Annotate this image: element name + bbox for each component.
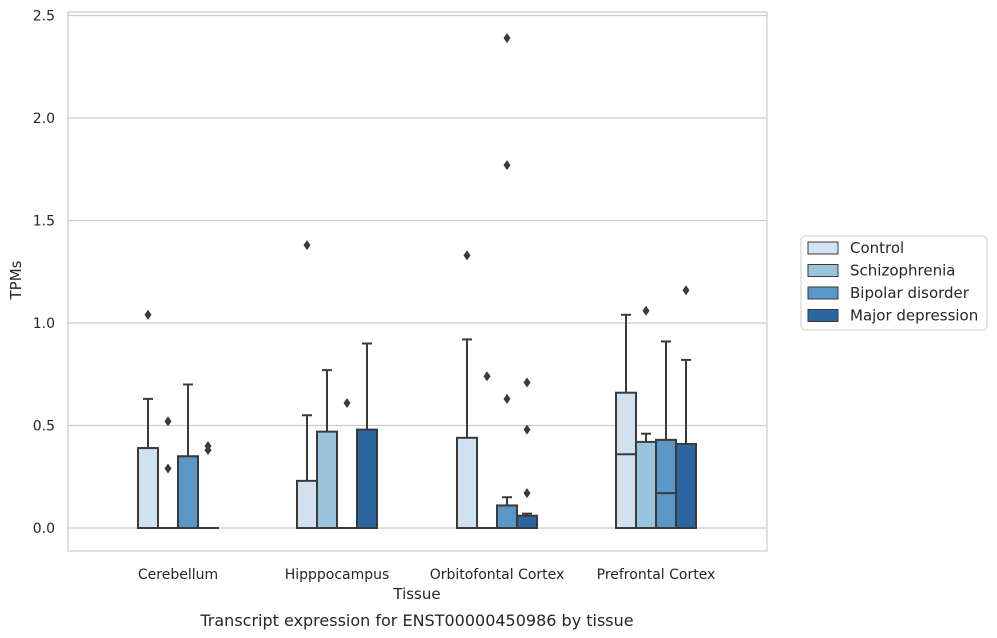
box-body xyxy=(675,442,697,530)
box-group xyxy=(356,342,378,530)
box-body xyxy=(456,436,478,529)
box-body xyxy=(635,440,657,529)
outlier-point xyxy=(523,488,531,499)
x-tick-label: Prefrontal Cortex xyxy=(597,567,716,583)
outlier-point xyxy=(682,285,690,296)
box-group xyxy=(316,369,338,529)
chart-caption: Transcript expression for ENST0000045098… xyxy=(199,611,633,630)
x-tick-label: Hipppocampus xyxy=(285,567,390,583)
outlier-point xyxy=(343,397,351,408)
legend-swatch xyxy=(807,241,839,255)
plot-frame xyxy=(67,11,768,552)
y-axis-title: TPMs xyxy=(7,260,25,300)
outlier-point xyxy=(523,377,531,388)
legend: Control Schizophrenia Bipolar disorder Majo… xyxy=(800,235,988,331)
x-tick-labels: Cerebellum Hipppocampus Orbitofontal Corte… xyxy=(138,567,715,583)
box-body xyxy=(516,514,538,530)
x-axis-title: Tissue xyxy=(392,585,440,603)
y-tick-label: 0.0 xyxy=(33,521,55,537)
legend-label: Bipolar disorder xyxy=(850,284,970,302)
y-tick-label: 1.0 xyxy=(33,316,55,332)
x-tick-label: Orbitofontal Cortex xyxy=(430,567,565,583)
y-tick-label: 0.5 xyxy=(33,419,55,435)
box-group xyxy=(496,33,518,530)
box-group xyxy=(675,285,697,530)
box-group xyxy=(476,371,498,530)
box-body xyxy=(137,447,159,529)
box-group xyxy=(655,340,677,530)
box-body xyxy=(655,438,677,530)
box-body xyxy=(615,391,637,530)
box-group xyxy=(516,377,538,530)
box-body xyxy=(177,455,199,529)
box-body xyxy=(316,430,338,529)
y-tick-labels: 0.0 0.5 1.0 1.5 2.0 2.5 xyxy=(33,9,55,538)
legend-label: Major depression xyxy=(850,307,978,325)
box-group xyxy=(177,383,199,529)
outlier-point xyxy=(642,305,650,316)
x-tick-label: Cerebellum xyxy=(138,567,218,583)
legend-box xyxy=(800,235,988,331)
box-body xyxy=(296,479,318,530)
y-tick-label: 1.5 xyxy=(33,214,55,230)
outlier-point xyxy=(523,424,531,435)
outlier-point xyxy=(164,416,172,427)
box-body xyxy=(356,428,378,530)
outlier-point xyxy=(503,160,511,171)
outlier-point xyxy=(164,463,172,474)
box-group xyxy=(635,305,657,529)
outlier-point xyxy=(503,393,511,404)
y-tick-label: 2.0 xyxy=(33,111,55,127)
outlier-point xyxy=(204,445,212,456)
boxes xyxy=(137,33,697,530)
box-body xyxy=(496,504,518,530)
box-group xyxy=(197,441,219,530)
legend-swatch xyxy=(807,286,839,300)
outlier-point xyxy=(144,309,152,320)
box-group xyxy=(296,240,318,530)
y-tick-label: 2.5 xyxy=(33,9,55,25)
outlier-point xyxy=(463,250,471,261)
outlier-point xyxy=(483,371,491,382)
legend-swatch xyxy=(807,309,839,322)
legend-label: Schizophrenia xyxy=(850,262,955,280)
box-group xyxy=(615,313,637,530)
legend-swatch xyxy=(807,264,839,277)
box-group xyxy=(456,250,478,529)
outlier-point xyxy=(303,240,311,251)
box-group xyxy=(336,397,358,530)
outlier-point xyxy=(503,33,511,44)
box-group xyxy=(157,416,179,530)
box-group xyxy=(137,309,159,529)
legend-label: Control xyxy=(850,239,904,257)
